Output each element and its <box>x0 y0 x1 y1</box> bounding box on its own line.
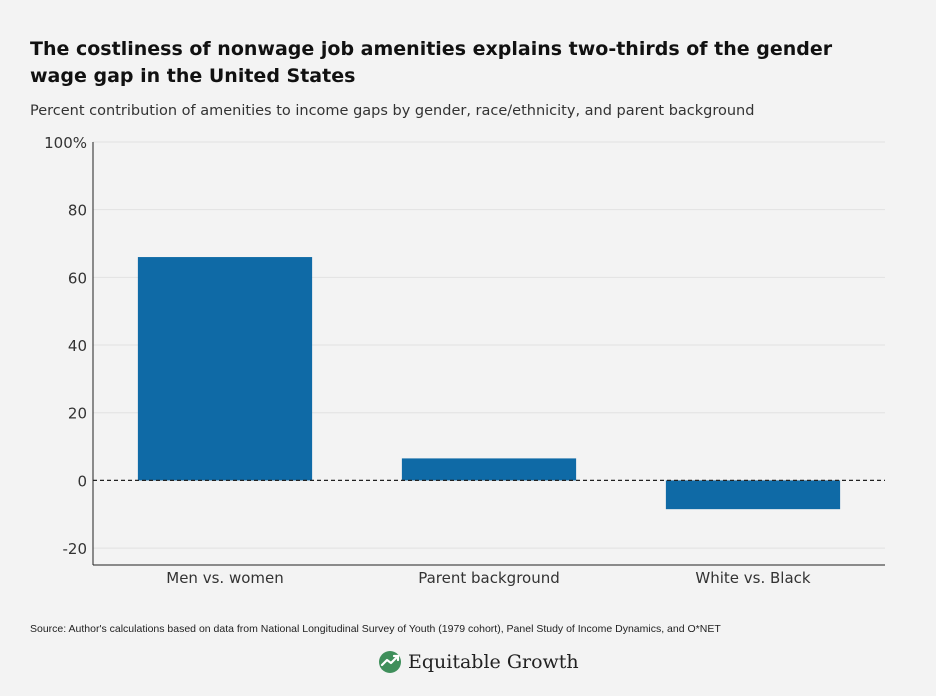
x-tick-label: Parent background <box>418 569 560 587</box>
bar <box>665 480 841 510</box>
y-tick-label: -20 <box>63 540 88 558</box>
bar <box>401 458 577 481</box>
chart-subtitle: Percent contribution of amenities to inc… <box>30 103 755 119</box>
y-tick-label: 80 <box>68 202 87 220</box>
y-tick-label: 0 <box>77 472 87 490</box>
equitable-growth-logo: Equitable Growth <box>378 647 579 677</box>
y-tick-label: 60 <box>68 269 87 287</box>
chart-title: The costliness of nonwage job amenities … <box>30 38 833 87</box>
growth-leaf-icon <box>379 651 401 673</box>
source-note: Source: Author's calculations based on d… <box>30 623 721 635</box>
logo-text: Equitable Growth <box>408 651 579 673</box>
y-tick-label: 100% <box>44 134 87 152</box>
y-tick-label: 40 <box>68 337 87 355</box>
x-tick-label: Men vs. women <box>166 569 283 587</box>
y-tick-label: 20 <box>68 405 87 423</box>
x-tick-label: White vs. Black <box>695 569 811 587</box>
bar <box>137 257 313 481</box>
